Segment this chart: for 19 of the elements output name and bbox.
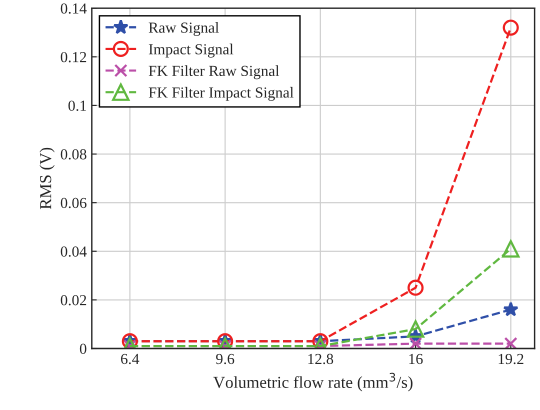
legend-label: FK Filter Raw Signal	[148, 65, 280, 80]
x-tick-label: 12.8	[308, 354, 334, 364]
y-tick-label: 0.08	[60, 149, 86, 160]
y-tick-label: 0.04	[60, 246, 87, 257]
x-tick-label: 19.2	[498, 354, 524, 364]
y-tick-label: 0.02	[60, 295, 86, 306]
legend-label: Impact Signal	[148, 44, 234, 58]
y-tick-label: 0.12	[60, 52, 86, 62]
x-tick-label: 16	[409, 354, 423, 364]
x-tick-label: 6.4	[121, 354, 140, 364]
y-tick-label: 0	[80, 344, 86, 354]
legend-label: FK Filter Impact Signal	[148, 86, 294, 101]
y-tick-label: 0.06	[60, 198, 86, 208]
y-tick-label: 0.1	[68, 100, 86, 111]
y-tick-label: 0.14	[60, 3, 87, 14]
y-axis-title: RMS (V)	[40, 148, 55, 210]
legend-label: Raw Signal	[148, 22, 219, 36]
x-tick-label: 9.6	[216, 354, 234, 364]
x-axis-title: Volumetric flow rate (mm$^{3}$/s)	[213, 372, 412, 392]
